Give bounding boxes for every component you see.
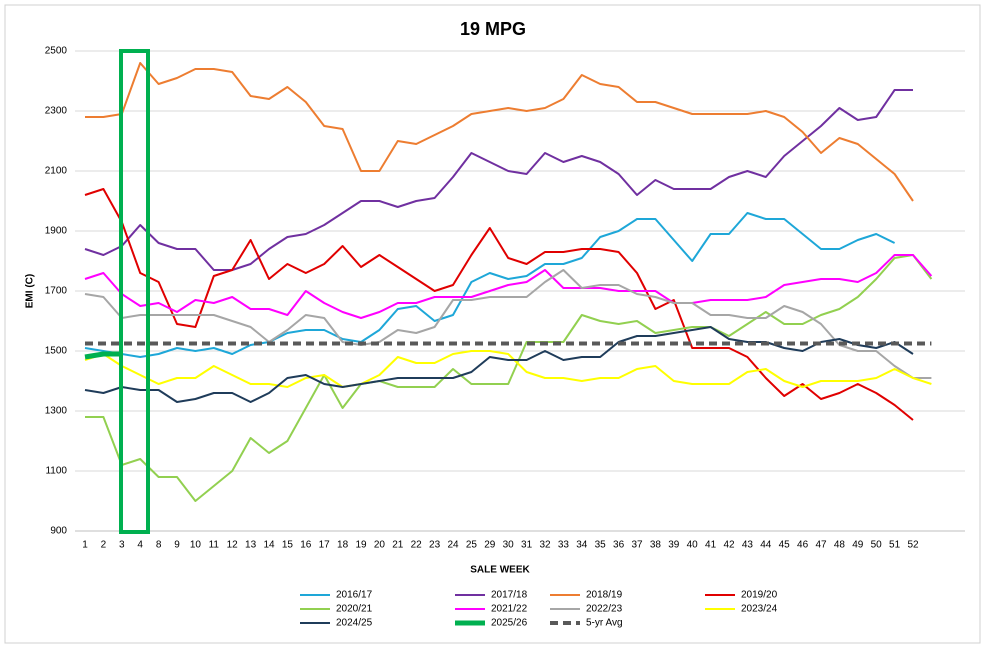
x-tick-label: 43 <box>742 540 754 551</box>
x-tick-label: 2 <box>101 540 107 551</box>
chart-title: 19 MPG <box>460 19 526 39</box>
highlight-box <box>119 49 150 534</box>
lines <box>84 62 933 502</box>
legend-label: 2019/20 <box>741 590 778 601</box>
x-tick-label: 44 <box>760 540 772 551</box>
x-tick-label: 9 <box>174 540 180 551</box>
x-tick-label: 21 <box>392 540 404 551</box>
y-tick-label: 900 <box>50 526 67 537</box>
x-tick-label: 36 <box>613 540 625 551</box>
y-tick-label: 1700 <box>45 286 68 297</box>
x-tick-label: 4 <box>137 540 143 551</box>
x-tick-label: 16 <box>300 540 312 551</box>
legend-label: 2016/17 <box>336 590 373 601</box>
x-tick-label: 42 <box>723 540 735 551</box>
x-tick-label: 29 <box>484 540 496 551</box>
x-tick-label: 39 <box>668 540 680 551</box>
y-tick-label: 2500 <box>45 46 68 57</box>
x-tick-label: 49 <box>852 540 864 551</box>
x-tick-label: 40 <box>687 540 699 551</box>
x-tick-label: 10 <box>190 540 202 551</box>
x-tick-label: 52 <box>907 540 919 551</box>
x-tick-label: 51 <box>889 540 901 551</box>
x-tick-label: 20 <box>374 540 386 551</box>
x-tick-label: 35 <box>595 540 607 551</box>
series-line <box>84 89 913 271</box>
x-tick-label: 30 <box>503 540 515 551</box>
series-line <box>85 254 933 502</box>
x-tick-label: 46 <box>797 540 809 551</box>
x-tick-label: 8 <box>156 540 162 551</box>
x-axis-label: SALE WEEK <box>470 565 530 576</box>
x-tick-label: 38 <box>650 540 662 551</box>
x-tick-label: 12 <box>227 540 239 551</box>
x-tick-label: 32 <box>539 540 551 551</box>
x-tick-label: 24 <box>447 540 459 551</box>
legend-label: 2017/18 <box>491 590 528 601</box>
x-tick-label: 3 <box>119 540 125 551</box>
x-tick-label: 31 <box>521 540 533 551</box>
x-tick-label: 45 <box>779 540 791 551</box>
series-line <box>84 350 932 388</box>
legend-label: 2018/19 <box>586 590 623 601</box>
x-tick-label: 48 <box>834 540 846 551</box>
y-axis-label: EMI (C) <box>25 274 36 308</box>
x-tick-label: 25 <box>466 540 478 551</box>
y-tick-label: 1300 <box>45 406 68 417</box>
x-tick-label: 15 <box>282 540 294 551</box>
legend: 2016/17 2017/18 2018/19 2019/20 2020/21 2021/… <box>300 590 778 629</box>
legend-label: 2022/23 <box>586 604 623 615</box>
x-tick-label: 23 <box>429 540 441 551</box>
y-tick-label: 1100 <box>45 466 67 477</box>
legend-label: 2023/24 <box>741 604 778 615</box>
y-tick-label: 2100 <box>45 166 68 177</box>
series-line <box>85 62 914 202</box>
legend-label: 5-yr Avg <box>586 618 623 629</box>
y-tick-label: 2300 <box>45 106 68 117</box>
x-tick-label: 1 <box>82 540 88 551</box>
x-tick-label: 17 <box>319 540 331 551</box>
x-tick-label: 13 <box>245 540 257 551</box>
legend-label: 2020/21 <box>336 604 373 615</box>
x-tick-label: 47 <box>815 540 827 551</box>
legend-label: 2021/22 <box>491 604 528 615</box>
x-tick-label: 34 <box>576 540 588 551</box>
x-tick-label: 18 <box>337 540 349 551</box>
x-tick-label: 11 <box>209 540 220 551</box>
x-tick-label: 33 <box>558 540 570 551</box>
series-line <box>84 269 932 379</box>
x-tick-label: 41 <box>705 540 717 551</box>
x-tick-label: 22 <box>411 540 423 551</box>
x-tick-label: 50 <box>871 540 883 551</box>
legend-label: 2025/26 <box>491 618 528 629</box>
x-tick-label: 37 <box>631 540 643 551</box>
legend-label: 2024/25 <box>336 618 373 629</box>
series-line <box>84 351 122 360</box>
y-tick-label: 1900 <box>45 226 68 237</box>
series-line <box>84 254 933 319</box>
x-tick-label: 19 <box>355 540 367 551</box>
series-line <box>84 188 914 421</box>
x-tick-label: 14 <box>263 540 275 551</box>
series-line <box>84 212 896 358</box>
y-tick-label: 1500 <box>45 346 68 357</box>
